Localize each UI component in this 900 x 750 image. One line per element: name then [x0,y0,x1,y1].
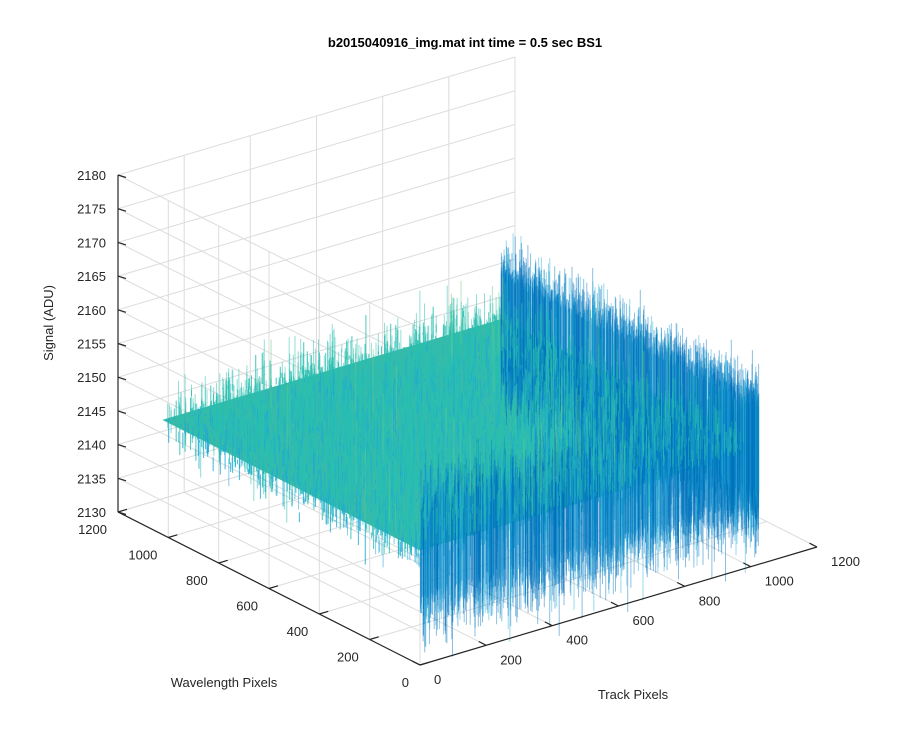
grid-line-back-z [117,225,516,344]
grid-line-back-z [117,90,516,210]
grid-line-wall-z [117,477,421,632]
grid-line-back-z [117,56,516,176]
surface [162,233,760,657]
grid-line-back-z [117,258,516,378]
grid-line-wall-z [117,444,421,599]
grid-line-back-z [117,123,516,243]
grid-line-back-z [117,157,516,277]
grid-line-back-z [117,191,516,311]
grid-line-floor-y [369,521,767,640]
grid-line-floor-y [319,495,717,615]
